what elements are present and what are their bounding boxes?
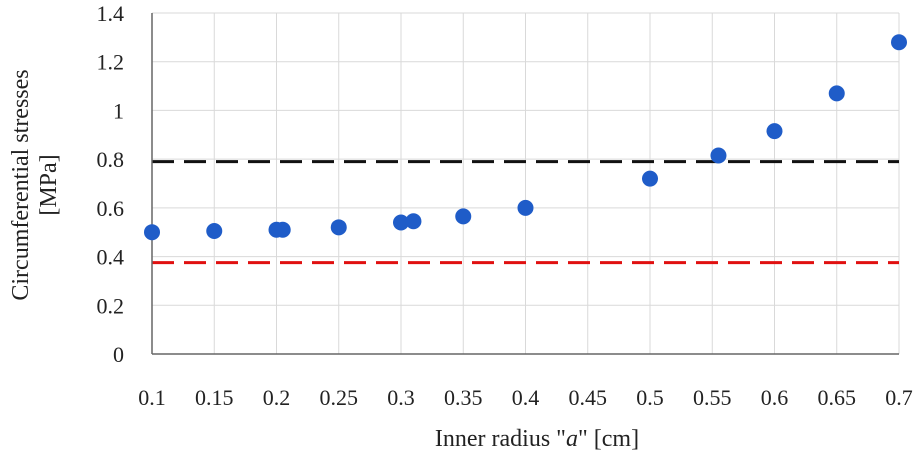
x-tick-label: 0.35 [444,385,483,410]
y-axis-title-line2: [MPa] [36,154,62,215]
x-tick-label: 0.6 [761,385,789,410]
gridlines [152,12,900,354]
data-point [274,221,291,238]
x-tick-label: 0.55 [693,385,732,410]
x-tick-label: 0.3 [387,385,415,410]
data-point [144,224,160,241]
y-tick-label: 1.4 [97,1,125,26]
x-tick-labels: 0.1 0.15 0.2 0.25 0.3 0.35 0.4 0.45 0.5 0.55 0.6 0.… [138,385,913,410]
y-tick-label: 0.6 [97,196,125,221]
y-tick-label: 0.2 [97,293,125,318]
data-point [405,213,422,230]
x-tick-label: 0.45 [569,385,608,410]
x-tick-label: 0.7 [885,385,913,410]
data-point [330,219,347,236]
data-point [642,170,658,187]
data-point [766,123,783,140]
data-point [393,214,409,231]
reference-lines [152,160,899,265]
x-tick-label: 0.1 [138,385,166,410]
y-tick-label: 1.2 [97,50,125,75]
y-tick-label: 1 [113,98,124,123]
data-point [206,222,223,239]
y-tick-labels: 0 0.2 0.4 0.6 0.8 1 1.2 1.4 [97,1,125,367]
y-tick-label: 0.8 [97,147,125,172]
y-axis-title: Circumferential stresses [MPa] [8,69,62,300]
data-point [517,199,534,216]
data-point [710,147,727,164]
x-tick-label: 0.15 [195,385,234,410]
x-tick-label: 0.65 [818,385,857,410]
data-point [891,34,907,51]
y-tick-label: 0 [113,342,124,367]
x-tick-label: 0.2 [263,385,291,410]
y-axis-title-line1: Circumferential stresses [8,69,34,300]
data-point [455,208,472,225]
y-tick-label: 0.4 [97,245,125,270]
x-tick-label: 0.25 [320,385,359,410]
data-points [144,34,907,241]
x-axis-title: Inner radius "a" [cm] [435,426,639,452]
x-tick-label: 0.5 [636,385,664,410]
data-point [828,85,845,102]
x-tick-label: 0.4 [512,385,540,410]
